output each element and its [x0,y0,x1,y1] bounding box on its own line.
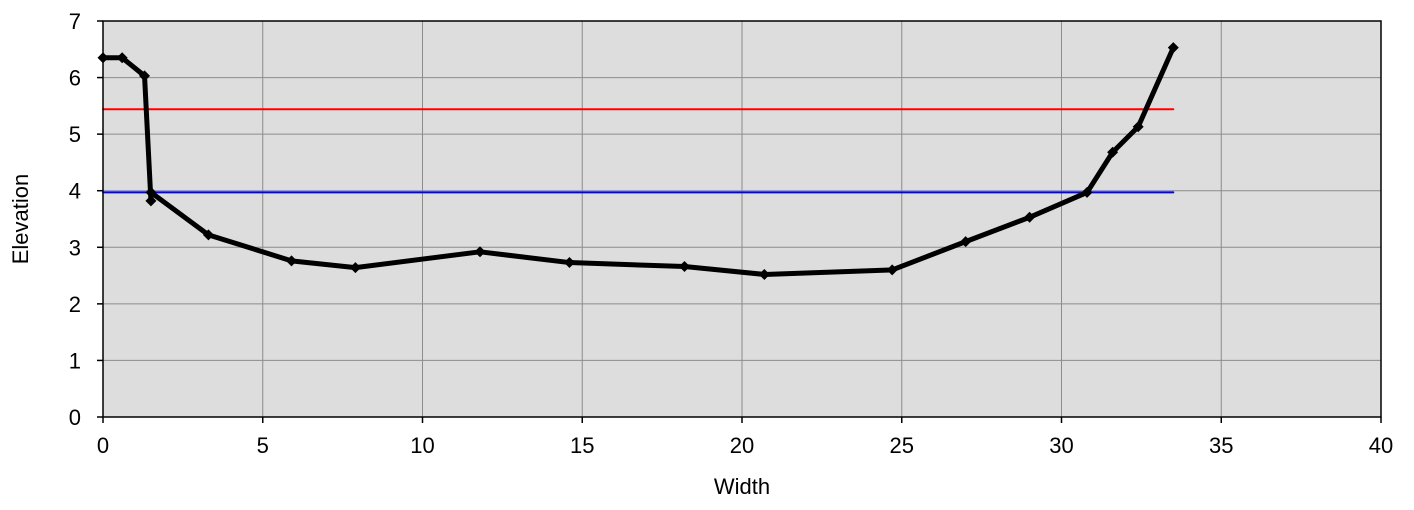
y-tick-label: 3 [69,235,81,260]
x-tick-label: 20 [730,433,754,458]
x-tick-label: 10 [410,433,434,458]
y-tick-label: 7 [69,9,81,34]
x-axis-title: Width [714,474,770,499]
profile-point [960,236,972,248]
profile-point [474,246,486,258]
profile-point [286,255,298,267]
profile-point [1132,121,1144,133]
x-tick-label: 30 [1049,433,1073,458]
profile-point [139,70,151,82]
x-tick-label: 25 [890,433,914,458]
profile-point [145,186,157,198]
profile-point [758,268,770,280]
x-tick-label: 0 [97,433,109,458]
x-tick-label: 35 [1209,433,1233,458]
grid [103,21,1381,417]
profile-point [145,195,157,207]
y-tick-label: 6 [69,66,81,91]
ticks [97,20,1382,423]
y-axis-title: Elevation [8,174,33,265]
series-layer [97,42,1179,280]
profile-point [349,262,361,274]
y-tick-label: 0 [69,405,81,430]
tick-labels: 0 5 10 15 20 25 30 35 40 0 1 2 3 4 5 6 7 [69,9,1393,458]
y-tick-label: 2 [69,292,81,317]
profile-point [1107,146,1119,158]
y-tick-label: 4 [69,179,81,204]
profile-point [886,264,898,276]
x-tick-label: 40 [1369,433,1393,458]
profile-point [1024,211,1036,223]
x-tick-label: 15 [570,433,594,458]
profile-point [563,257,575,269]
profile-point [202,229,214,241]
profile-point [678,261,690,273]
profile-point [116,52,128,64]
y-tick-label: 5 [69,122,81,147]
y-tick-label: 1 [69,348,81,373]
profile-point [1081,186,1093,198]
x-tick-label: 5 [257,433,269,458]
profile-point [1167,42,1179,54]
